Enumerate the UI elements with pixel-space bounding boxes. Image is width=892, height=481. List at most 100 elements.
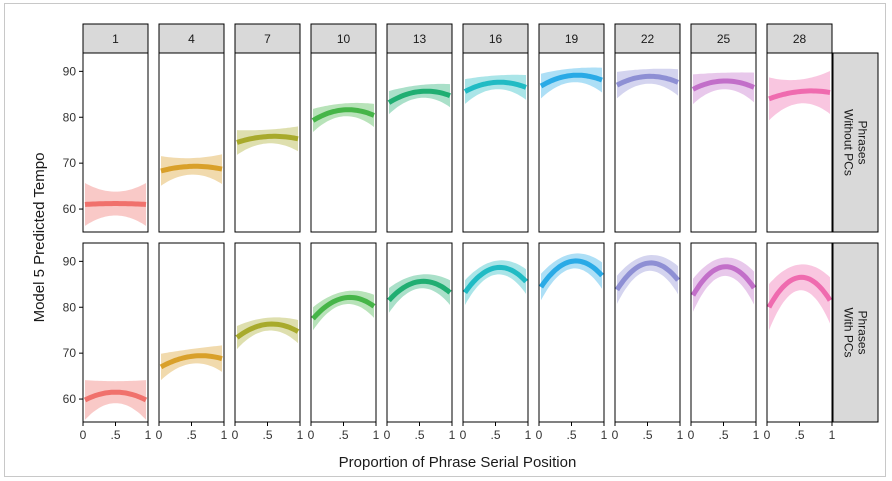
row-label-line: Phrases xyxy=(856,120,870,164)
facet-strip-16 xyxy=(462,23,529,54)
series-line xyxy=(387,88,451,105)
x-tick-label: .5 xyxy=(110,428,120,442)
series-line xyxy=(84,201,147,207)
panel-bg xyxy=(159,243,224,422)
y-tick-label: 90 xyxy=(63,64,77,78)
y-tick-label: 80 xyxy=(63,300,77,314)
series-line xyxy=(159,353,223,370)
facet-label-7: 7 xyxy=(264,32,271,46)
x-tick-label: .5 xyxy=(186,428,196,442)
series-line xyxy=(311,294,376,321)
x-tick-label: 0 xyxy=(80,428,87,442)
facet-label-13: 13 xyxy=(413,32,427,46)
panel-border xyxy=(310,52,377,233)
panel-border xyxy=(614,52,681,233)
series-line xyxy=(767,274,832,309)
row-label-line: With PCs xyxy=(842,307,856,357)
y-tick-label: 70 xyxy=(63,156,77,170)
series-line xyxy=(311,107,375,123)
panel-bg xyxy=(159,53,224,232)
row-strip-1 xyxy=(832,52,879,233)
series-line xyxy=(691,264,756,297)
panel-border xyxy=(158,52,225,233)
series-line xyxy=(539,72,603,89)
y-tick-label: 60 xyxy=(63,392,77,406)
x-tick-label: 1 xyxy=(221,428,228,442)
series-line xyxy=(83,389,148,403)
x-tick-label: 0 xyxy=(232,428,239,442)
series-line xyxy=(160,163,223,174)
x-tick-label: .5 xyxy=(718,428,728,442)
panel-bg xyxy=(387,53,452,232)
facet-strip-10 xyxy=(310,23,377,54)
x-tick-label: 0 xyxy=(384,428,391,442)
panel-border xyxy=(82,52,149,233)
confidence-band xyxy=(769,71,830,121)
series-line xyxy=(615,73,680,88)
x-tick-label: 1 xyxy=(297,428,304,442)
x-tick-label: .5 xyxy=(490,428,500,442)
x-tick-label: 1 xyxy=(829,428,836,442)
x-tick-label: .5 xyxy=(794,428,804,442)
series-line xyxy=(235,321,300,340)
panel-border xyxy=(234,52,301,233)
panel-border xyxy=(690,52,757,233)
row-strip-2 xyxy=(832,242,879,423)
series-line xyxy=(236,133,299,145)
y-tick-label: 60 xyxy=(63,202,77,216)
row-label-line: Without PCs xyxy=(842,109,856,176)
panel-border xyxy=(766,52,833,233)
x-tick-label: 0 xyxy=(460,428,467,442)
facet-label-10: 10 xyxy=(337,32,351,46)
facet-label-25: 25 xyxy=(717,32,731,46)
facet-strip-1 xyxy=(82,23,149,54)
y-tick-label: 90 xyxy=(63,254,77,268)
x-tick-label: 1 xyxy=(449,428,456,442)
facet-strip-4 xyxy=(158,23,225,54)
x-tick-label: 0 xyxy=(612,428,619,442)
facet-label-1: 1 xyxy=(112,32,119,46)
confidence-band xyxy=(161,154,222,186)
facet-label-16: 16 xyxy=(489,32,503,46)
panel-border xyxy=(386,52,453,233)
x-tick-label: 1 xyxy=(525,428,532,442)
confidence-band xyxy=(85,380,146,420)
facet-strip-28 xyxy=(766,23,833,54)
x-tick-label: 1 xyxy=(601,428,608,442)
x-tick-label: 0 xyxy=(156,428,163,442)
series-line xyxy=(463,264,528,295)
facet-label-22: 22 xyxy=(641,32,655,46)
x-tick-label: .5 xyxy=(262,428,272,442)
x-tick-label: 1 xyxy=(373,428,380,442)
x-tick-label: 0 xyxy=(308,428,315,442)
series-line xyxy=(387,278,452,303)
series-line xyxy=(463,79,527,94)
series-line xyxy=(615,260,680,292)
y-tick-label: 80 xyxy=(63,110,77,124)
x-tick-label: .5 xyxy=(414,428,424,442)
x-tick-label: 1 xyxy=(753,428,760,442)
facet-label-28: 28 xyxy=(793,32,807,46)
panel-bg xyxy=(311,53,376,232)
x-tick-label: .5 xyxy=(338,428,348,442)
panel-border xyxy=(538,52,605,233)
panel-border xyxy=(462,52,529,233)
x-tick-label: 1 xyxy=(145,428,152,442)
panel-bg xyxy=(387,243,452,422)
series-line xyxy=(768,88,831,102)
facet-label-19: 19 xyxy=(565,32,579,46)
x-tick-label: 0 xyxy=(536,428,543,442)
confidence-band xyxy=(237,126,298,155)
panel-bg xyxy=(311,243,376,422)
row-label-line: Phrases xyxy=(856,310,870,354)
x-tick-label: 0 xyxy=(764,428,771,442)
series-line xyxy=(691,78,756,92)
x-tick-label: 0 xyxy=(688,428,695,442)
facet-strip-22 xyxy=(614,23,681,54)
series-line xyxy=(539,258,604,289)
y-tick-label: 70 xyxy=(63,346,77,360)
